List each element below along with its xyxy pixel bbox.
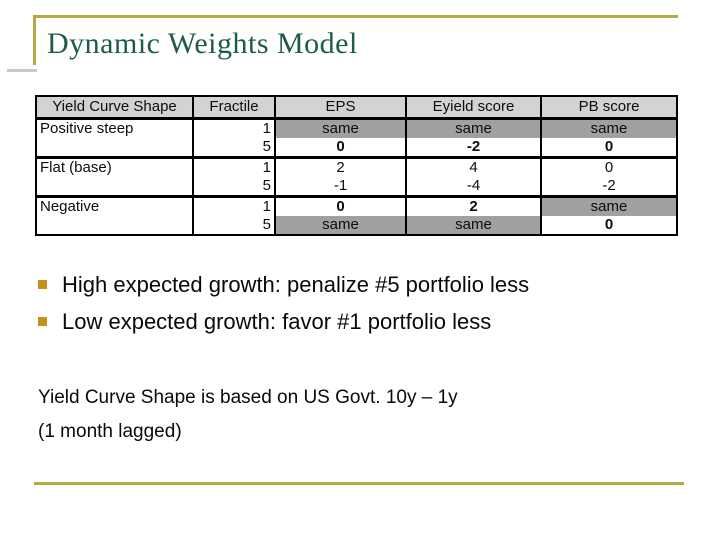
cell-fractile: 5 [192, 176, 275, 196]
col-header-eyield-score: Eyield score [405, 96, 541, 120]
table-row: 5 same same 0 [36, 215, 677, 235]
note-line-source: Yield Curve Shape is based on US Govt. 1… [38, 387, 458, 408]
col-header-pb-score: PB score [540, 96, 677, 120]
cell-fractile: 1 [192, 155, 275, 177]
cell-eyield: -2 [405, 137, 541, 157]
weights-table: Yield Curve Shape Fractile EPS Eyield sc… [35, 95, 678, 236]
top-accent-line [33, 15, 678, 18]
bullet-text: Low expected growth: favor #1 portfolio … [62, 309, 492, 334]
cell-eps: same [274, 118, 406, 138]
cell-fractile: 5 [192, 215, 275, 235]
cell-eps: 0 [274, 137, 406, 157]
slide-title: Dynamic Weights Model [47, 27, 358, 60]
bullet-list: High expected growth: penalize #5 portfo… [38, 270, 529, 344]
cell-eps: same [274, 215, 406, 235]
col-header-fractile: Fractile [192, 96, 275, 120]
cell-fractile: 1 [192, 194, 275, 216]
cell-shape: Negative [36, 194, 193, 235]
col-header-eps: EPS [274, 96, 406, 120]
table-row: Positive steep 1 same same same [36, 118, 677, 138]
cell-eps: -1 [274, 176, 406, 196]
cell-pb: 0 [540, 137, 677, 157]
cell-fractile: 5 [192, 137, 275, 157]
cell-pb: 0 [540, 155, 677, 177]
accent-shadow-mark [7, 69, 37, 72]
bullet-square-icon [38, 317, 47, 326]
cell-eps: 0 [274, 194, 406, 216]
cell-eyield: -4 [405, 176, 541, 196]
cell-eyield: 2 [405, 194, 541, 216]
bottom-accent-line [34, 482, 684, 485]
table-row: 5 -1 -4 -2 [36, 176, 677, 196]
bullet-item: High expected growth: penalize #5 portfo… [38, 270, 529, 299]
bullet-text: High expected growth: penalize #5 portfo… [62, 272, 530, 297]
cell-shape: Flat (base) [36, 155, 193, 196]
cell-pb: -2 [540, 176, 677, 196]
bullet-item: Low expected growth: favor #1 portfolio … [38, 307, 529, 336]
cell-eyield: 4 [405, 155, 541, 177]
cell-fractile: 1 [192, 118, 275, 138]
col-header-yield-curve-shape: Yield Curve Shape [36, 96, 193, 120]
cell-pb: same [540, 118, 677, 138]
left-accent-line [33, 15, 36, 65]
table-row: Flat (base) 1 2 4 0 [36, 155, 677, 196]
cell-eyield: same [405, 118, 541, 138]
notes-paragraph: Yield Curve Shape is based on US Govt. 1… [38, 381, 458, 449]
table-row: 5 0 -2 0 [36, 137, 677, 157]
table-row: Negative 1 0 2 same [36, 194, 677, 235]
table-header-row: Yield Curve Shape Fractile EPS Eyield sc… [36, 96, 677, 120]
cell-pb: same [540, 194, 677, 216]
bullet-square-icon [38, 280, 47, 289]
cell-pb: 0 [540, 215, 677, 235]
cell-eps: 2 [274, 155, 406, 177]
cell-shape: Positive steep [40, 119, 134, 137]
cell-eyield: same [405, 215, 541, 235]
note-line-lag: (1 month lagged) [38, 421, 182, 442]
